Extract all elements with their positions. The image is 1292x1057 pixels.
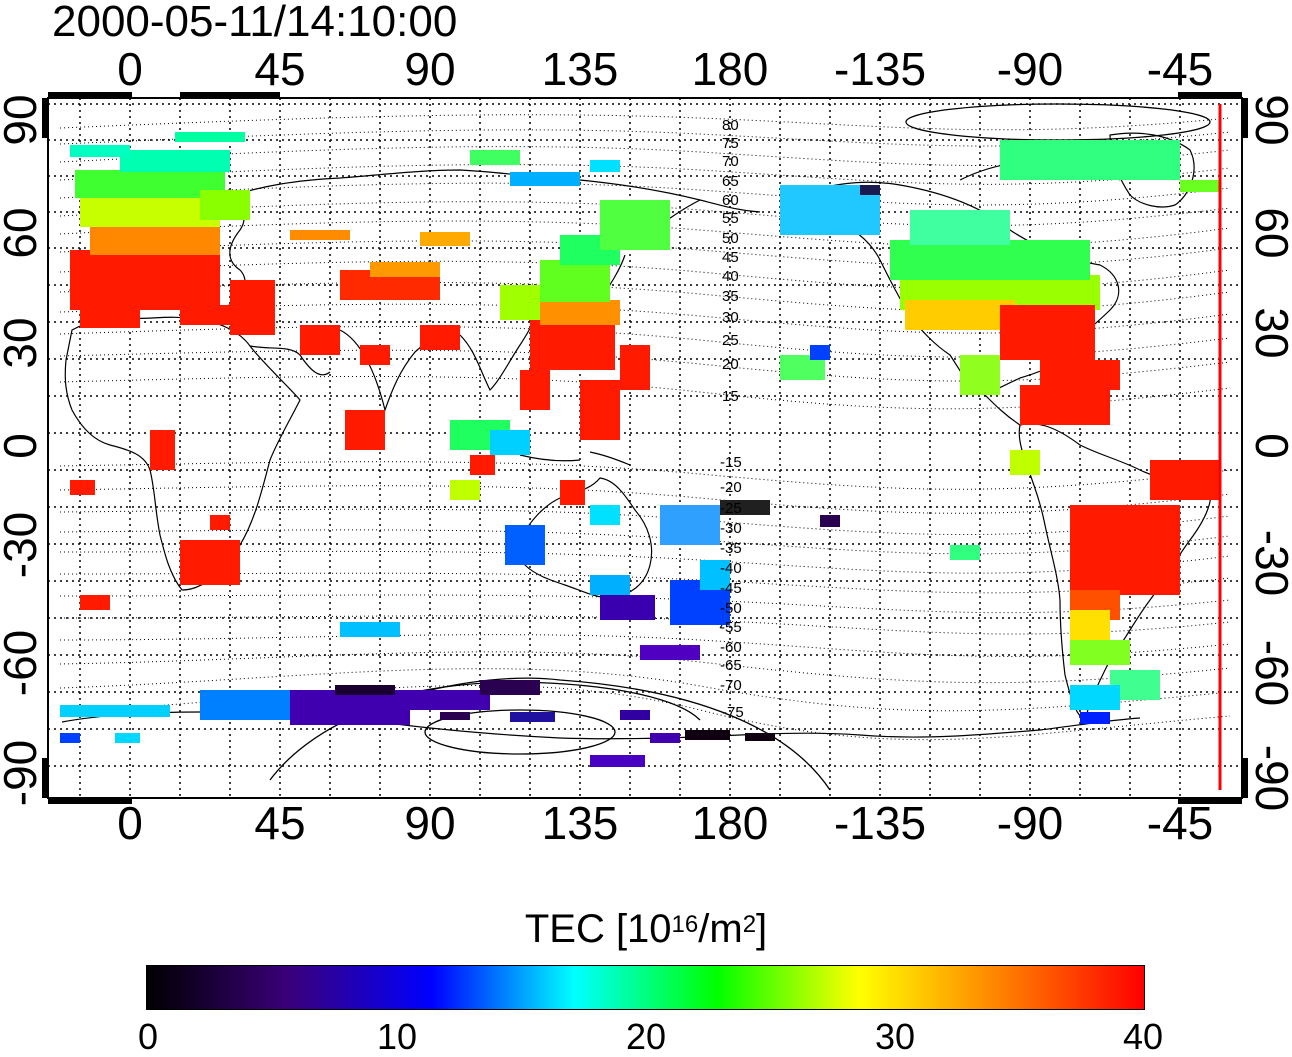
contour-label: 55 bbox=[722, 210, 739, 227]
colorbar-title: TEC [1016/m2] bbox=[524, 907, 768, 951]
top-tick: 180 bbox=[691, 43, 769, 95]
antarctic-tec bbox=[60, 622, 775, 767]
contour-label: 80 bbox=[722, 117, 739, 134]
bottom-tick: 135 bbox=[541, 797, 619, 849]
colorbar-tick: 30 bbox=[874, 1016, 916, 1057]
contour-label: -65 bbox=[720, 657, 742, 674]
colorbar-tick: 20 bbox=[625, 1016, 667, 1057]
top-tick: 135 bbox=[541, 43, 619, 95]
colorbar-tick: 10 bbox=[376, 1016, 418, 1057]
australia-tec bbox=[505, 345, 840, 660]
contour-label: -30 bbox=[720, 520, 742, 537]
europe-tec bbox=[70, 132, 275, 335]
south-america-tec bbox=[950, 450, 1220, 724]
contour-label: 35 bbox=[722, 288, 739, 305]
contour-label: -75 bbox=[722, 704, 744, 721]
contour-label: 20 bbox=[722, 356, 739, 373]
colorbar bbox=[146, 965, 1145, 1010]
bottom-tick: 90 bbox=[404, 797, 456, 849]
top-tick: -135 bbox=[833, 43, 927, 95]
top-tick: -90 bbox=[996, 43, 1064, 95]
contour-labels: 80 75 70 65 60 55 50 45 40 35 30 25 20 1… bbox=[720, 117, 744, 721]
contour-label: 30 bbox=[722, 309, 739, 326]
bottom-tick: -135 bbox=[833, 797, 927, 849]
contour-label: 60 bbox=[722, 192, 739, 209]
contour-label: 75 bbox=[722, 135, 739, 152]
contour-label: 70 bbox=[722, 153, 739, 170]
contour-label: -60 bbox=[720, 639, 742, 656]
contour-label: -20 bbox=[720, 479, 742, 496]
east-asia-tec bbox=[500, 160, 670, 440]
contour-label: -55 bbox=[720, 619, 742, 636]
tec-observations bbox=[60, 132, 1220, 767]
timestamp: 2000-05-11/14:10:00 bbox=[52, 0, 458, 46]
contour-label: -70 bbox=[720, 677, 742, 694]
contour-label: 25 bbox=[722, 332, 739, 349]
contour-label: -50 bbox=[720, 600, 742, 617]
frame-tick-marks bbox=[42, 92, 1248, 804]
contour-label: -40 bbox=[720, 560, 742, 577]
bottom-tick: -45 bbox=[1146, 797, 1214, 849]
contour-label: -35 bbox=[720, 540, 742, 557]
contour-label: -15 bbox=[720, 454, 742, 471]
bottom-tick: 45 bbox=[254, 797, 306, 849]
contour-label: 15 bbox=[722, 388, 739, 405]
contour-label: -45 bbox=[720, 580, 742, 597]
colorbar-tick: 40 bbox=[1122, 1016, 1164, 1057]
bottom-tick: 0 bbox=[117, 797, 143, 849]
top-tick: -45 bbox=[1146, 43, 1214, 95]
contour-label: 65 bbox=[722, 173, 739, 190]
bottom-tick: -90 bbox=[996, 797, 1064, 849]
top-tick: 0 bbox=[117, 43, 143, 95]
asia-tec bbox=[290, 150, 580, 450]
top-tick: 45 bbox=[254, 43, 306, 95]
top-tick: 90 bbox=[404, 43, 456, 95]
contour-label: 45 bbox=[722, 249, 739, 266]
africa-tec bbox=[70, 430, 240, 610]
colorbar-tick: 0 bbox=[137, 1016, 159, 1057]
bottom-tick: 180 bbox=[691, 797, 769, 849]
se-asia-tec bbox=[450, 420, 620, 525]
north-america-tec bbox=[780, 140, 1220, 425]
contour-label: 40 bbox=[722, 268, 739, 285]
contour-label: -25 bbox=[720, 500, 742, 517]
contour-label: 50 bbox=[722, 230, 739, 247]
